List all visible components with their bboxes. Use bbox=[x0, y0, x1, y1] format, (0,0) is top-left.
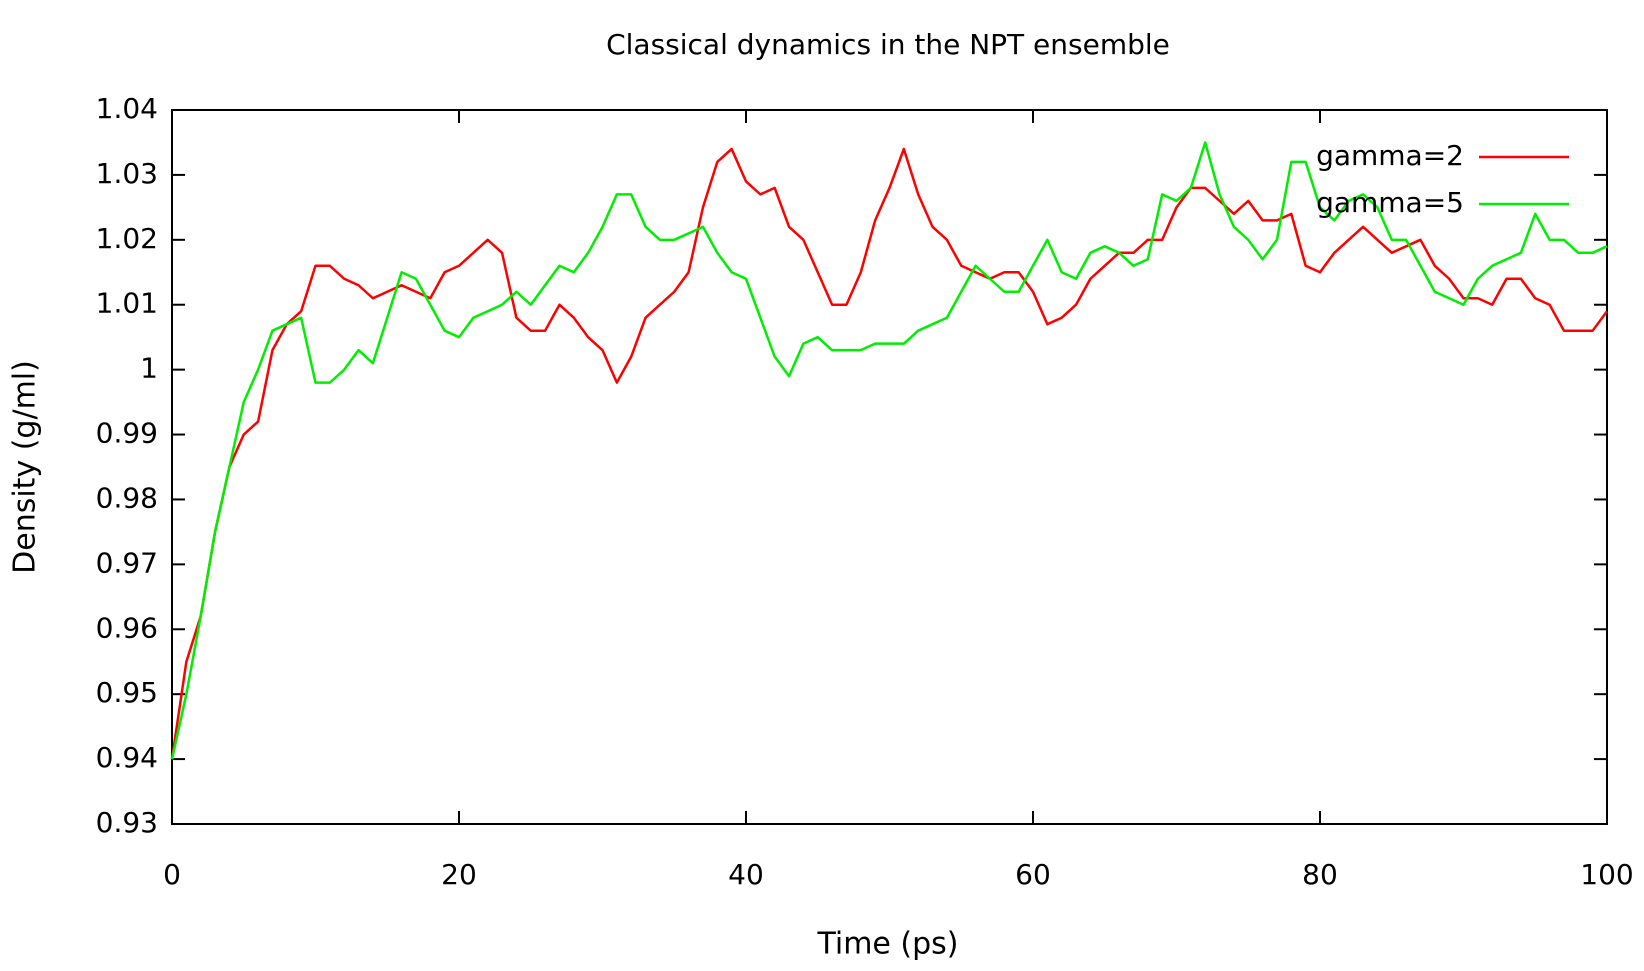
legend-label: gamma=5 bbox=[1316, 186, 1464, 219]
x-tick-label: 20 bbox=[441, 858, 477, 891]
y-tick-label: 1.01 bbox=[96, 287, 158, 320]
y-tick-label: 1.02 bbox=[96, 222, 158, 255]
y-tick-label: 1 bbox=[140, 352, 158, 385]
x-tick-label: 0 bbox=[163, 858, 181, 891]
y-tick-label: 0.99 bbox=[96, 417, 158, 450]
y-tick-label: 0.97 bbox=[96, 546, 158, 579]
chart-title: Classical dynamics in the NPT ensemble bbox=[606, 28, 1170, 61]
x-tick-label: 80 bbox=[1302, 858, 1338, 891]
y-tick-label: 0.95 bbox=[96, 676, 158, 709]
y-tick-label: 0.96 bbox=[96, 611, 158, 644]
x-tick-label: 40 bbox=[728, 858, 764, 891]
y-axis-label: Density (g/ml) bbox=[8, 360, 43, 574]
data-line bbox=[170, 147, 1609, 760]
x-tick-label: 100 bbox=[1580, 858, 1633, 891]
legend-label: gamma=2 bbox=[1316, 139, 1464, 172]
x-tick-label: 60 bbox=[1015, 858, 1051, 891]
y-tick-label: 1.04 bbox=[96, 92, 158, 125]
x-axis-label: Time (ps) bbox=[816, 927, 958, 962]
plot-frame bbox=[171, 109, 1608, 825]
y-tick-label: 0.98 bbox=[96, 481, 158, 514]
y-tick-label: 0.93 bbox=[96, 806, 158, 839]
y-tick-label: 0.94 bbox=[96, 741, 158, 774]
data-line bbox=[170, 141, 1608, 760]
y-tick-label: 1.03 bbox=[96, 157, 158, 190]
